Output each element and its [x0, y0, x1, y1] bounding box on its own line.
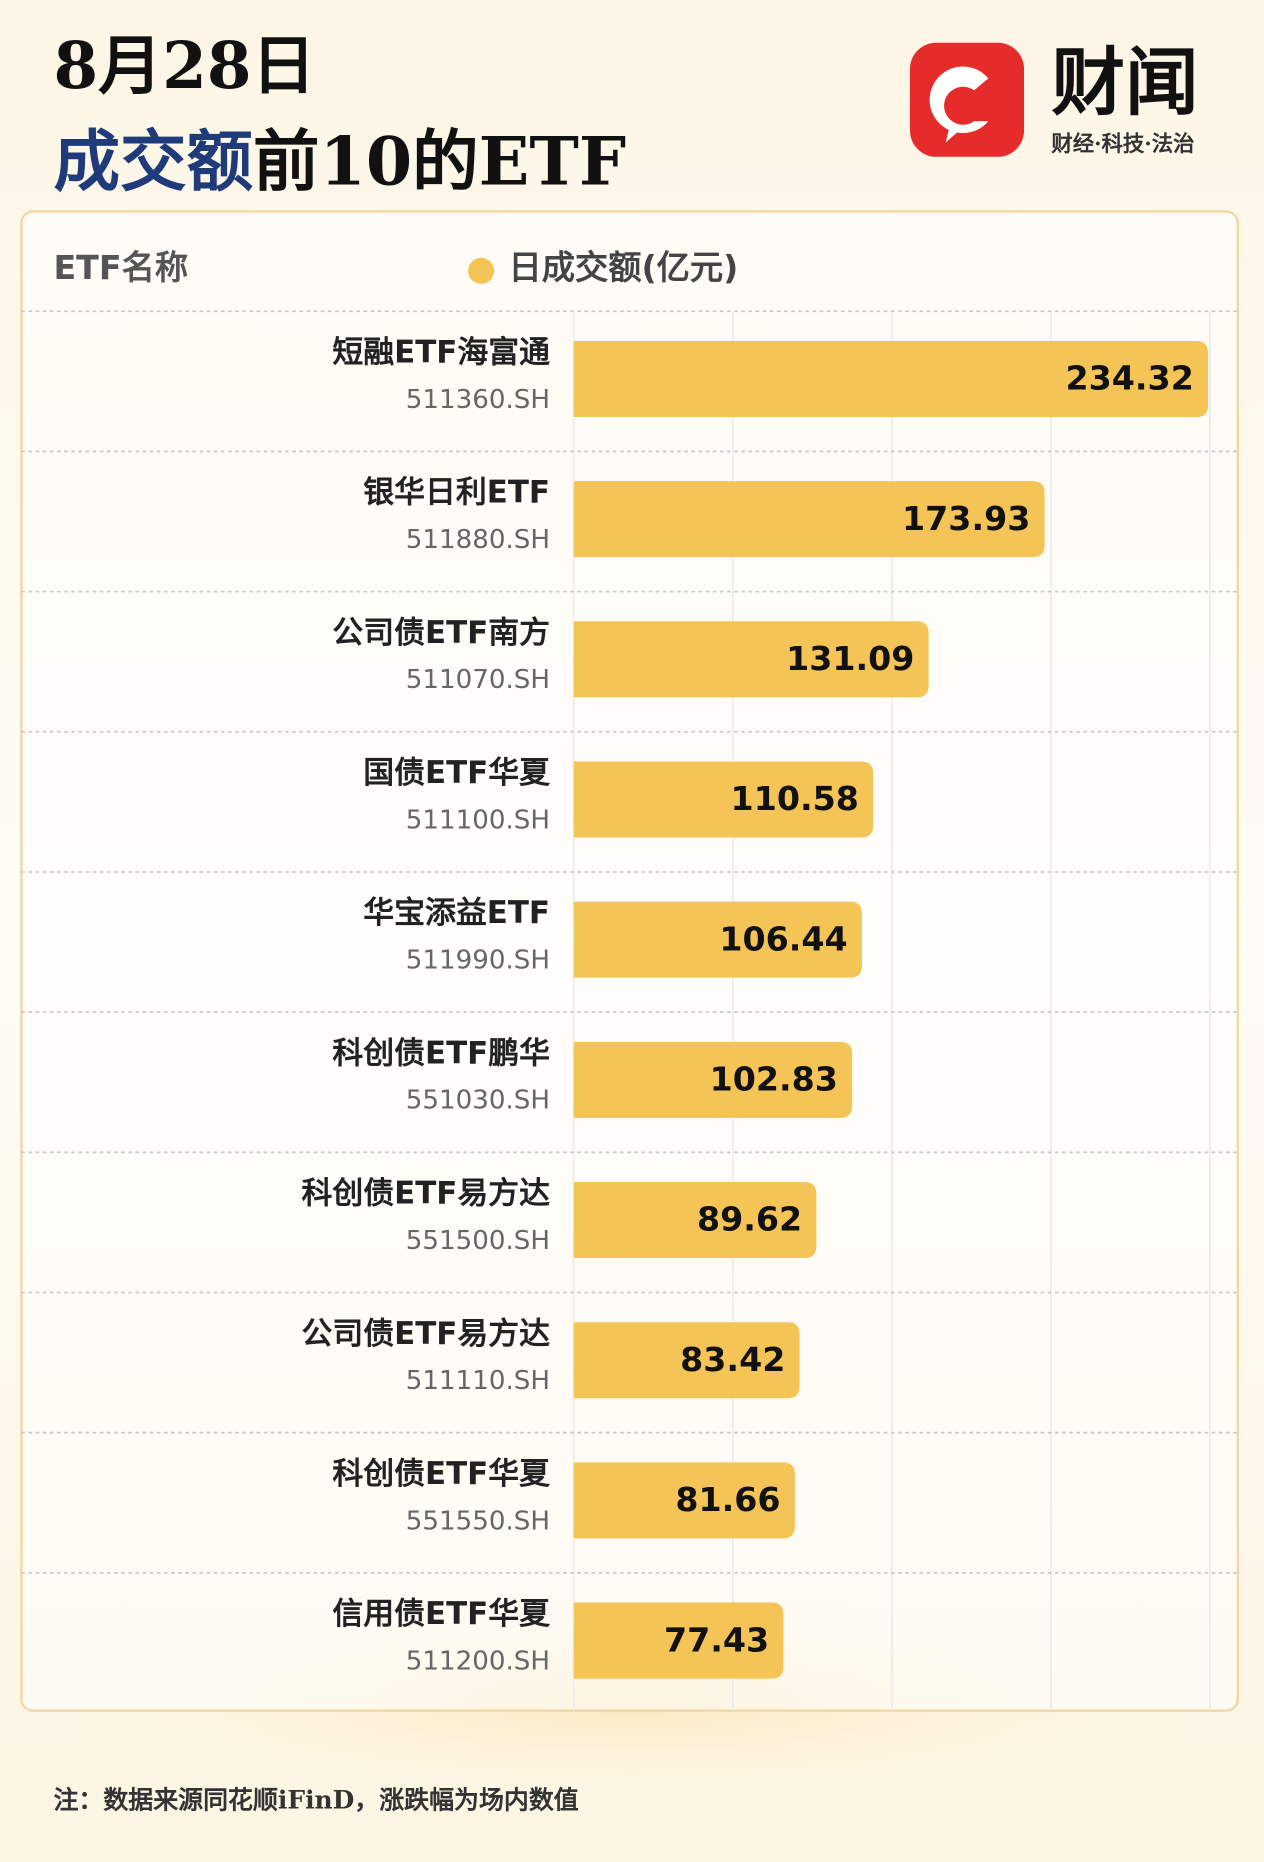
legend-swatch	[468, 257, 495, 284]
category-label: 华宝添益ETF	[363, 895, 550, 931]
legend-label: 日成交额(亿元)	[508, 248, 738, 287]
value-label: 110.58	[731, 779, 859, 818]
bar	[573, 761, 874, 838]
category-label: 公司债ETF易方达	[302, 1316, 551, 1352]
code-label: 511070.SH	[406, 665, 550, 695]
category-label: 国债ETF华夏	[363, 755, 550, 791]
brand: 财闻	[1051, 40, 1198, 126]
value-label: 131.09	[786, 639, 914, 678]
logo-mark	[909, 42, 1025, 157]
footnote: 注：数据来源同花顺iFinD，涨跌幅为场内数值	[53, 1786, 578, 1815]
code-label: 551550.SH	[406, 1506, 550, 1536]
category-label: 科创债ETF华夏	[332, 1456, 550, 1492]
category-label: 科创债ETF鹏华	[332, 1035, 550, 1071]
code-label: 511990.SH	[406, 946, 550, 976]
category-label: 公司债ETF南方	[332, 615, 550, 651]
code-label: 511110.SH	[406, 1366, 550, 1396]
value-label: 83.42	[680, 1340, 785, 1379]
bar	[573, 901, 862, 978]
value-label: 234.32	[1066, 359, 1194, 398]
date: 8月28日	[53, 29, 315, 104]
code-label: 551500.SH	[406, 1226, 550, 1256]
bar	[573, 1462, 795, 1539]
bar	[573, 340, 1209, 417]
title-highlight: 成交额	[53, 122, 253, 200]
title-rest: 前10的ETF	[253, 122, 626, 200]
chart-title: 成交额前10的ETF	[53, 122, 626, 200]
value-label: 173.93	[902, 499, 1030, 538]
category-label: 短融ETF海富通	[332, 335, 550, 371]
bar	[573, 621, 929, 698]
bar	[573, 1041, 853, 1118]
code-label: 511200.SH	[406, 1646, 550, 1676]
value-label: 89.62	[697, 1200, 802, 1239]
category-label: 信用债ETF华夏	[332, 1596, 550, 1632]
code-label: 511880.SH	[406, 525, 550, 555]
logo-tail	[945, 123, 965, 143]
value-label: 81.66	[675, 1480, 780, 1519]
logo-c	[929, 66, 989, 134]
bar	[573, 1602, 784, 1679]
category-label: 银华日利ETF	[363, 475, 550, 511]
value-label: 102.83	[710, 1060, 838, 1099]
bar	[573, 1322, 800, 1399]
bar	[573, 1182, 817, 1259]
value-label: 77.43	[664, 1620, 769, 1659]
brand-slogan: 财经·科技·法治	[1051, 131, 1194, 157]
bar	[573, 481, 1045, 558]
category-header: ETF名称	[53, 248, 188, 287]
value-label: 106.44	[719, 919, 847, 958]
category-label: 科创债ETF易方达	[302, 1176, 551, 1212]
code-label: 511360.SH	[406, 385, 550, 415]
code-label: 551030.SH	[406, 1086, 550, 1116]
code-label: 511100.SH	[406, 805, 550, 835]
